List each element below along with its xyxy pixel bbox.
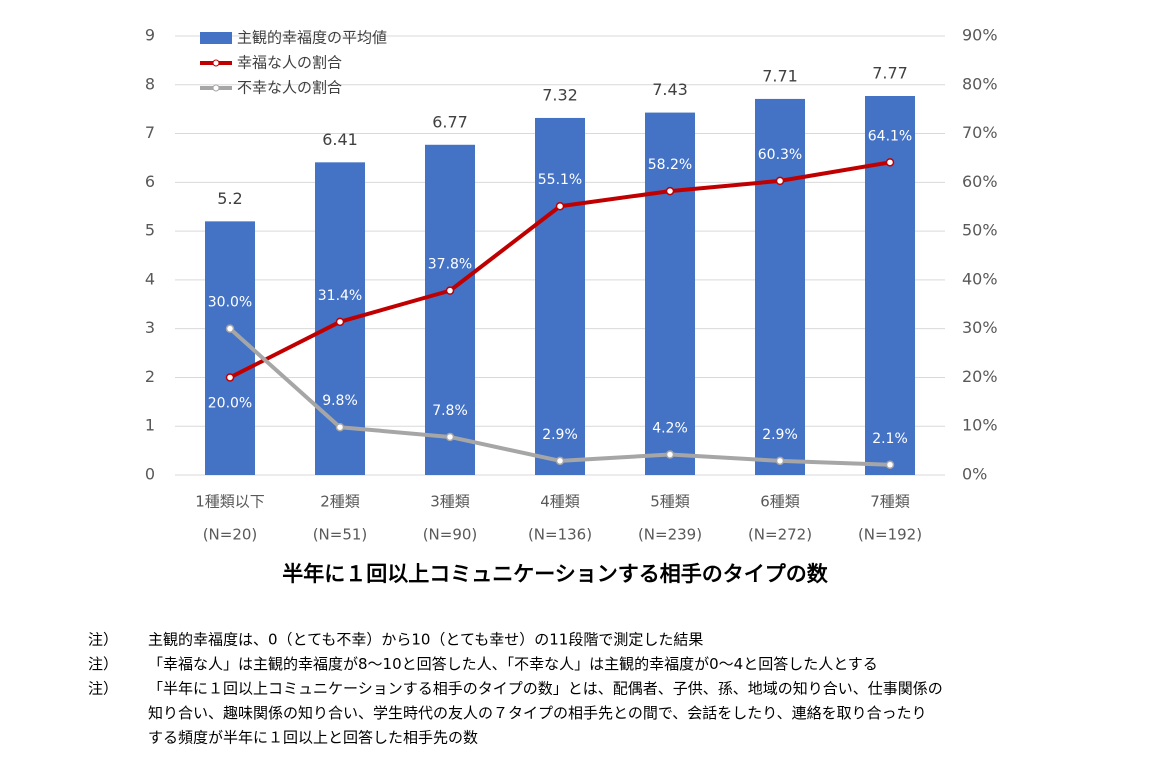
legend-label: 不幸な人の割合 xyxy=(237,79,342,97)
line-value-label: 2.9% xyxy=(762,427,798,443)
line-value-label: 58.2% xyxy=(648,157,692,173)
y2-tick-label: 40% xyxy=(962,269,998,288)
legend-label: 幸福な人の割合 xyxy=(237,54,342,72)
y-tick-label: 5 xyxy=(145,221,155,240)
note-text: する頻度が半年に１回以上と回答した相手先の数 xyxy=(148,729,478,747)
line-marker xyxy=(335,317,345,327)
legend-swatch xyxy=(200,32,232,44)
line-marker xyxy=(665,450,675,459)
x-tick-label: 7種類 xyxy=(870,493,910,511)
note-text: 主観的幸福度は、0（とても不幸）から10（とても幸せ）の11段階で測定した結果 xyxy=(148,631,703,649)
note-label: 注） xyxy=(88,680,118,698)
bar-value-label: 7.32 xyxy=(542,85,578,104)
y-tick-label: 1 xyxy=(145,416,155,435)
bar-value-label: 5.2 xyxy=(217,189,242,208)
x-tick-note: (N=20) xyxy=(203,526,258,544)
x-tick-label: 4種類 xyxy=(540,493,580,511)
y-tick-label: 3 xyxy=(145,318,155,337)
bar-value-label: 7.71 xyxy=(762,66,798,85)
line-marker xyxy=(885,460,895,470)
line-value-label: 30.0% xyxy=(208,295,252,311)
line-marker xyxy=(555,201,565,211)
y-tick-label: 4 xyxy=(145,269,155,288)
y-tick-label: 7 xyxy=(145,123,155,142)
y2-tick-label: 0% xyxy=(962,465,987,484)
y2-tick-label: 60% xyxy=(962,172,998,191)
y2-tick-label: 70% xyxy=(962,123,998,142)
line-marker xyxy=(445,286,455,295)
y2-tick-label: 80% xyxy=(962,74,998,93)
note-text: 「幸福な人」は主観的幸福度が8～10と回答した人、「不幸な人」は主観的幸福度が0… xyxy=(148,655,878,673)
x-tick-label: 5種類 xyxy=(650,493,690,511)
line-value-label: 9.8% xyxy=(322,393,358,409)
line-marker xyxy=(885,158,895,167)
line-marker xyxy=(665,186,675,196)
bar xyxy=(755,98,805,475)
x-tick-note: (N=272) xyxy=(748,526,812,544)
bar xyxy=(205,221,255,475)
legend-label: 主観的幸福度の平均値 xyxy=(237,29,387,47)
y-tick-label: 6 xyxy=(145,172,155,191)
y2-tick-label: 30% xyxy=(962,318,998,337)
line-marker xyxy=(445,432,455,442)
line-marker xyxy=(225,373,235,382)
x-axis-title: 半年に１回以上コミュニケーションする相手のタイプの数 xyxy=(282,562,829,586)
bar xyxy=(865,95,915,475)
line-marker xyxy=(335,422,345,432)
line-value-label: 4.2% xyxy=(652,421,688,437)
line-marker xyxy=(225,324,235,333)
note-label: 注） xyxy=(88,631,118,649)
line-marker xyxy=(775,456,785,466)
y2-tick-label: 10% xyxy=(962,416,998,435)
x-tick-label: 1種類以下 xyxy=(195,493,265,511)
bar xyxy=(535,117,585,476)
y-tick-label: 8 xyxy=(145,74,155,93)
bar xyxy=(645,112,695,475)
y-tick-label: 2 xyxy=(145,367,155,386)
x-tick-label: 3種類 xyxy=(430,493,470,511)
line-marker xyxy=(555,456,565,466)
line-value-label: 37.8% xyxy=(428,257,472,273)
y-tick-label: 9 xyxy=(145,26,155,45)
x-tick-note: (N=192) xyxy=(858,526,922,544)
note-text: 知り合い、趣味関係の知り合い、学生時代の友人の７タイプの相手先との間で、会話をし… xyxy=(148,704,927,722)
line-value-label: 7.8% xyxy=(432,403,468,419)
y2-tick-label: 90% xyxy=(962,26,998,45)
x-tick-note: (N=136) xyxy=(528,526,592,544)
line-value-label: 2.1% xyxy=(872,431,908,447)
bar xyxy=(425,144,475,475)
bar-value-label: 6.77 xyxy=(432,112,468,131)
x-tick-label: 2種類 xyxy=(320,493,360,511)
note-label: 注） xyxy=(88,655,118,673)
note-text: 「半年に１回以上コミュニケーションする相手のタイプの数」とは、配偶者、子供、孫、… xyxy=(148,680,943,698)
bar-value-label: 7.43 xyxy=(652,80,688,99)
x-tick-label: 6種類 xyxy=(760,493,800,511)
line-marker xyxy=(775,176,785,186)
y-tick-label: 0 xyxy=(145,465,155,484)
x-tick-note: (N=90) xyxy=(423,526,478,544)
x-tick-note: (N=51) xyxy=(313,526,368,544)
y2-tick-label: 20% xyxy=(962,367,998,386)
line-value-label: 64.1% xyxy=(868,128,912,144)
line-value-label: 55.1% xyxy=(538,172,582,188)
line-value-label: 60.3% xyxy=(758,147,802,163)
legend-swatch xyxy=(212,84,220,92)
line-value-label: 20.0% xyxy=(208,395,252,411)
line-value-label: 2.9% xyxy=(542,427,578,443)
x-tick-note: (N=239) xyxy=(638,526,702,544)
bar-value-label: 7.77 xyxy=(872,63,908,82)
y2-tick-label: 50% xyxy=(962,221,998,240)
line-value-label: 31.4% xyxy=(318,288,362,304)
bar-value-label: 6.41 xyxy=(322,130,358,149)
legend-swatch xyxy=(212,59,220,67)
